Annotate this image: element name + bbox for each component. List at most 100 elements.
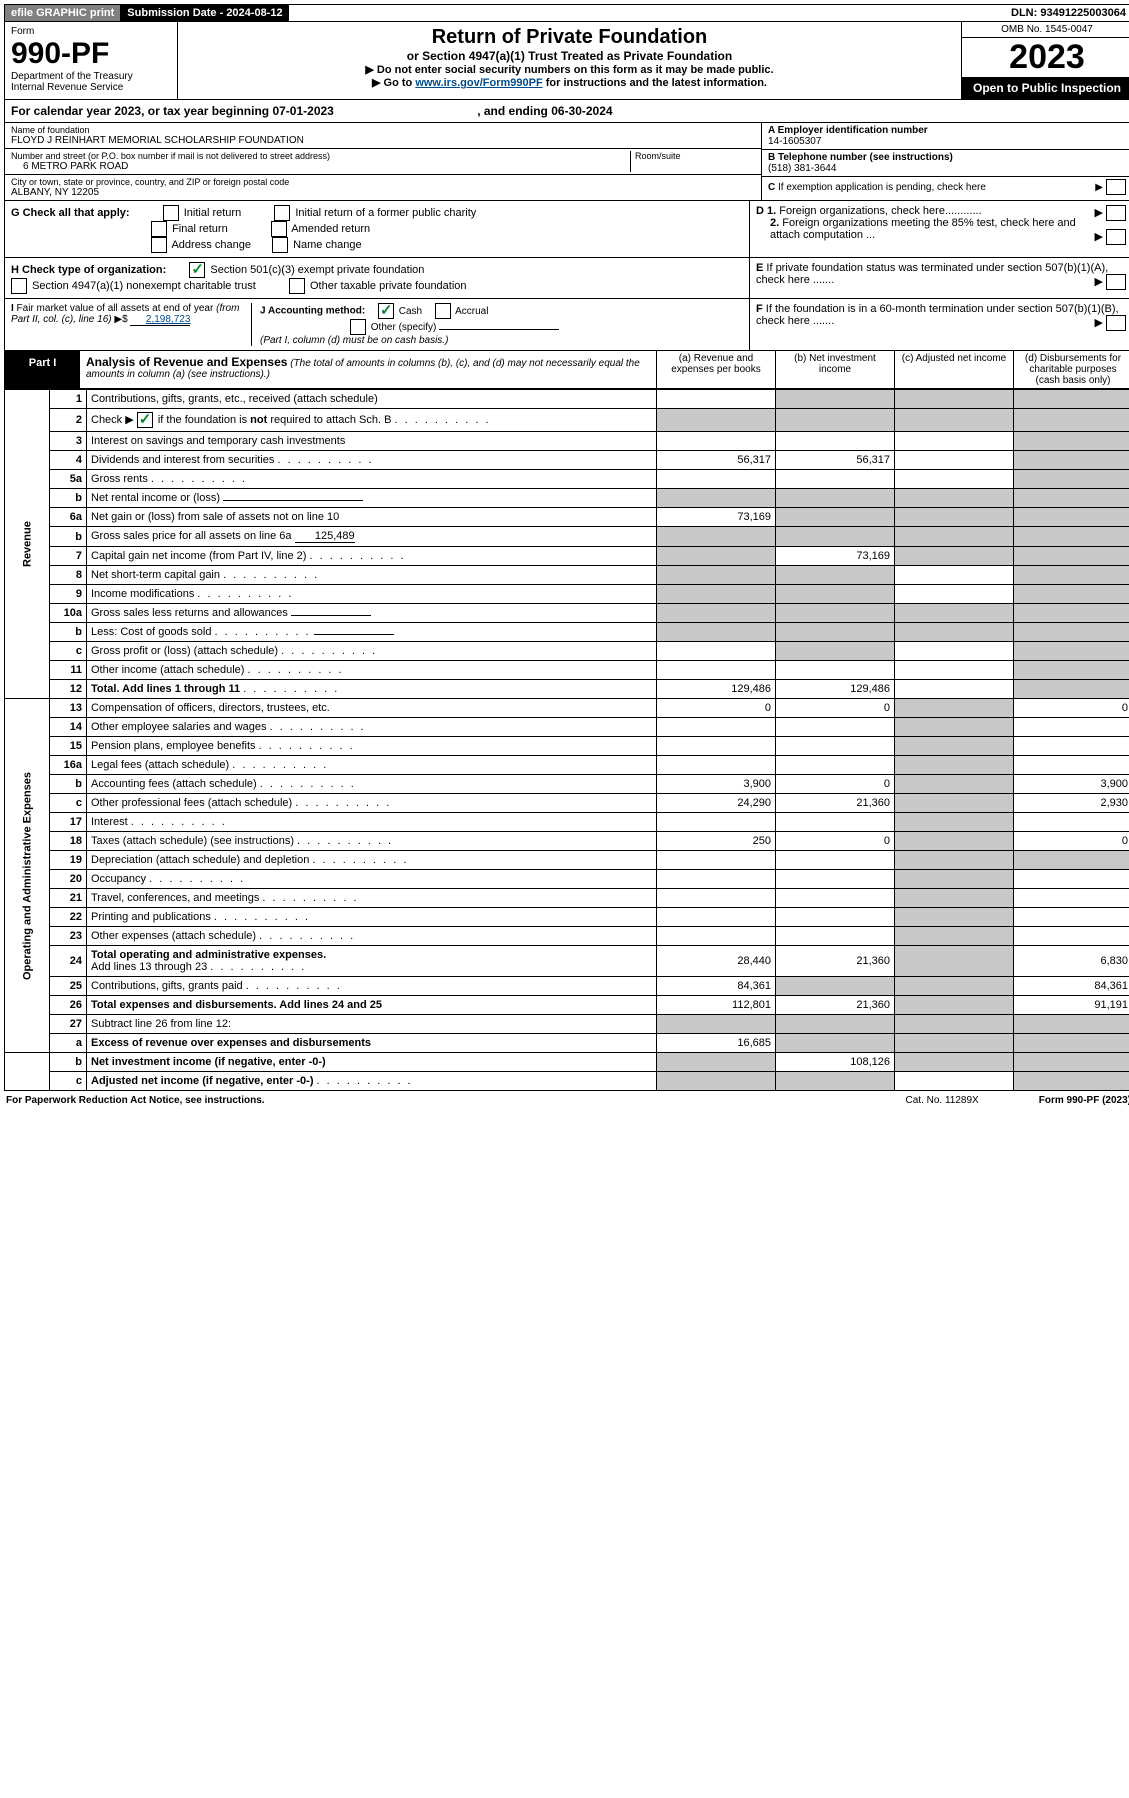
top-bar: efile GRAPHIC print Submission Date - 20… xyxy=(4,4,1129,22)
cat-number: Cat. No. 11289X xyxy=(906,1095,979,1106)
final-return-checkbox[interactable] xyxy=(151,221,167,237)
e-label: E If private foundation status was termi… xyxy=(756,262,1126,286)
501c3-checkbox[interactable] xyxy=(189,262,205,278)
form-number: 990-PF xyxy=(11,37,171,71)
l12a: 129,486 xyxy=(657,680,776,699)
ein-value: 14-1605307 xyxy=(768,136,1126,147)
efile-print-button[interactable]: efile GRAPHIC print xyxy=(5,5,121,21)
address-change-checkbox[interactable] xyxy=(151,237,167,253)
schb-checkbox[interactable] xyxy=(137,412,153,428)
open-to-public-label: Open to Public Inspection xyxy=(962,77,1129,99)
ein-label: A Employer identification number xyxy=(768,125,1126,136)
fmv-value[interactable]: 2,198,723 xyxy=(130,314,190,326)
l4b: 56,317 xyxy=(776,451,895,470)
f-label: F If the foundation is in a 60-month ter… xyxy=(756,303,1126,327)
pra-notice: For Paperwork Reduction Act Notice, see … xyxy=(6,1095,265,1106)
exemption-pending-label: C If exemption application is pending, c… xyxy=(768,182,1092,193)
l13a: 0 xyxy=(657,699,776,718)
line13-desc: Compensation of officers, directors, tru… xyxy=(87,699,657,718)
other-method-checkbox[interactable] xyxy=(350,319,366,335)
submission-date-label: Submission Date - 2024-08-12 xyxy=(121,5,288,21)
amended-return-checkbox[interactable] xyxy=(271,221,287,237)
part1-label: Part I xyxy=(5,351,80,388)
accrual-checkbox[interactable] xyxy=(435,303,451,319)
line25-desc: Contributions, gifts, grants paid xyxy=(87,977,657,996)
line10c-desc: Gross profit or (loss) (attach schedule) xyxy=(87,642,657,661)
line20-desc: Occupancy xyxy=(87,870,657,889)
l12b: 129,486 xyxy=(776,680,895,699)
dept-label: Department of the Treasury xyxy=(11,71,171,82)
l18a: 250 xyxy=(657,832,776,851)
line27b-desc: Net investment income (if negative, ente… xyxy=(87,1053,657,1072)
line10b-desc: Less: Cost of goods sold xyxy=(87,623,657,642)
name-change-checkbox[interactable] xyxy=(272,237,288,253)
line21-desc: Travel, conferences, and meetings xyxy=(87,889,657,908)
l16ba: 3,900 xyxy=(657,775,776,794)
part1-title: Analysis of Revenue and Expenses xyxy=(86,355,287,369)
form-label: Form xyxy=(11,26,171,37)
l24b: 21,360 xyxy=(776,946,895,977)
l18d: 0 xyxy=(1014,832,1129,851)
instr-no-ssn: ▶ Do not enter social security numbers o… xyxy=(184,63,955,76)
line11-desc: Other income (attach schedule) xyxy=(87,661,657,680)
calendar-year-row: For calendar year 2023, or tax year begi… xyxy=(4,100,1129,123)
line16a-desc: Legal fees (attach schedule) xyxy=(87,756,657,775)
d2-checkbox[interactable] xyxy=(1106,229,1126,245)
room-suite-label: Room/suite xyxy=(635,151,755,161)
tax-year-end: 06-30-2024 xyxy=(551,104,612,118)
form-title: Return of Private Foundation xyxy=(184,26,955,49)
initial-former-checkbox[interactable] xyxy=(274,205,290,221)
line22-desc: Printing and publications xyxy=(87,908,657,927)
form-subtitle: or Section 4947(a)(1) Trust Treated as P… xyxy=(184,49,955,63)
line2-desc: Check ▶ if the foundation is not require… xyxy=(87,409,657,432)
other-taxable-checkbox[interactable] xyxy=(289,278,305,294)
l25d: 84,361 xyxy=(1014,977,1129,996)
instr-goto: ▶ Go to www.irs.gov/Form990PF for instru… xyxy=(184,76,955,89)
l26b: 21,360 xyxy=(776,996,895,1015)
cash-checkbox[interactable] xyxy=(378,303,394,319)
line14-desc: Other employee salaries and wages xyxy=(87,718,657,737)
line27c-desc: Adjusted net income (if negative, enter … xyxy=(87,1072,657,1091)
l24a: 28,440 xyxy=(657,946,776,977)
l16bd: 3,900 xyxy=(1014,775,1129,794)
f-checkbox[interactable] xyxy=(1106,315,1126,331)
initial-return-checkbox[interactable] xyxy=(163,205,179,221)
address-value: 6 METRO PARK ROAD xyxy=(11,161,630,172)
line6b-desc: Gross sales price for all assets on line… xyxy=(87,527,657,547)
col-c-header: (c) Adjusted net income xyxy=(894,351,1013,388)
line8-desc: Net short-term capital gain xyxy=(87,566,657,585)
line15-desc: Pension plans, employee benefits xyxy=(87,737,657,756)
foundation-name-label: Name of foundation xyxy=(11,125,755,135)
d1-checkbox[interactable] xyxy=(1106,205,1126,221)
exemption-pending-checkbox[interactable] xyxy=(1106,179,1126,195)
l18b: 0 xyxy=(776,832,895,851)
line19-desc: Depreciation (attach schedule) and deple… xyxy=(87,851,657,870)
city-value: ALBANY, NY 12205 xyxy=(11,187,755,198)
l16ca: 24,290 xyxy=(657,794,776,813)
line5a-desc: Gross rents xyxy=(87,470,657,489)
omb-number: OMB No. 1545-0047 xyxy=(962,22,1129,38)
expenses-vertical-label: Operating and Administrative Expenses xyxy=(5,699,50,1053)
line4-desc: Dividends and interest from securities xyxy=(87,451,657,470)
g-label: G Check all that apply: xyxy=(11,207,130,219)
line24-desc: Total operating and administrative expen… xyxy=(87,946,657,977)
l6b-val: 125,489 xyxy=(295,530,355,543)
j-label: J Accounting method: xyxy=(260,306,365,317)
line16b-desc: Accounting fees (attach schedule) xyxy=(87,775,657,794)
line23-desc: Other expenses (attach schedule) xyxy=(87,927,657,946)
telephone-label: B Telephone number (see instructions) xyxy=(768,152,1126,163)
revenue-vertical-label: Revenue xyxy=(5,390,50,699)
line5b-desc: Net rental income or (loss) xyxy=(87,489,657,508)
l26a: 112,801 xyxy=(657,996,776,1015)
l13d: 0 xyxy=(1014,699,1129,718)
line26-desc: Total expenses and disbursements. Add li… xyxy=(87,996,657,1015)
l16cb: 21,360 xyxy=(776,794,895,813)
form990pf-link[interactable]: www.irs.gov/Form990PF xyxy=(415,77,542,89)
e-checkbox[interactable] xyxy=(1106,274,1126,290)
l16bb: 0 xyxy=(776,775,895,794)
line10a-desc: Gross sales less returns and allowances xyxy=(87,604,657,623)
foundation-name: FLOYD J REINHART MEMORIAL SCHOLARSHIP FO… xyxy=(11,135,755,146)
4947-checkbox[interactable] xyxy=(11,278,27,294)
tax-year: 2023 xyxy=(962,38,1129,77)
col-a-header: (a) Revenue and expenses per books xyxy=(656,351,775,388)
